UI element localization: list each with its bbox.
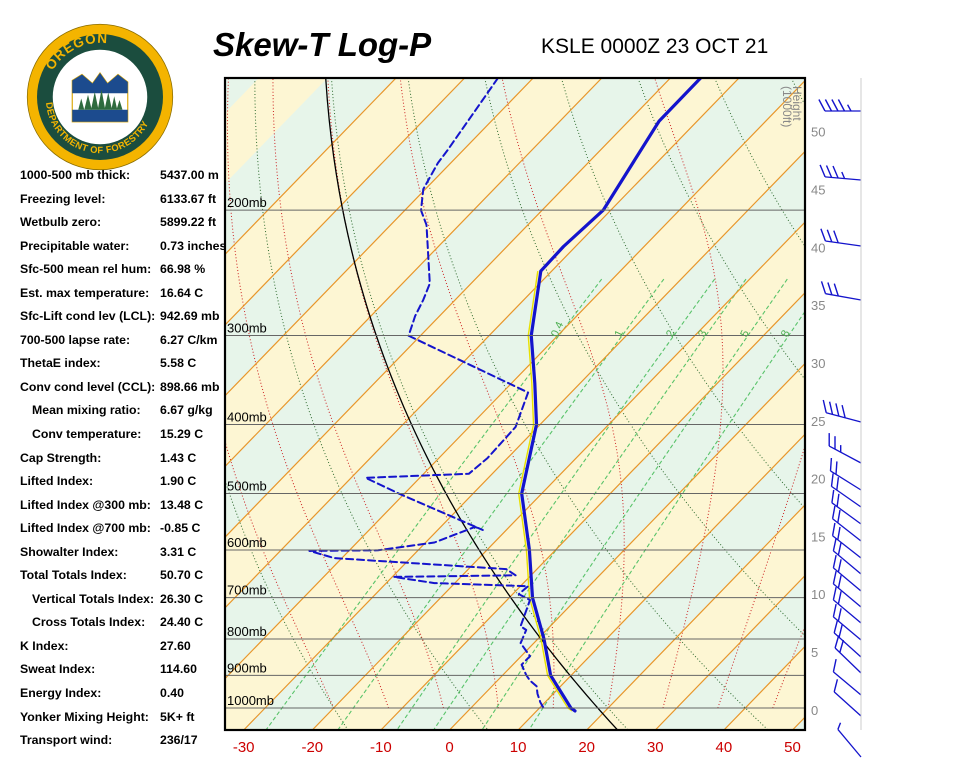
svg-text:-30: -30	[233, 739, 255, 756]
svg-text:20: 20	[811, 472, 825, 487]
svg-text:50: 50	[811, 125, 825, 140]
svg-text:1000mb: 1000mb	[227, 693, 274, 708]
svg-text:5: 5	[811, 645, 818, 660]
svg-text:30: 30	[811, 356, 825, 371]
svg-text:25: 25	[811, 414, 825, 429]
svg-text:800mb: 800mb	[227, 624, 267, 639]
svg-text:300mb: 300mb	[227, 321, 267, 336]
svg-text:0: 0	[811, 703, 818, 718]
svg-text:45: 45	[811, 183, 825, 198]
svg-text:15: 15	[811, 529, 825, 544]
svg-text:700mb: 700mb	[227, 583, 267, 598]
svg-text:500mb: 500mb	[227, 479, 267, 494]
svg-text:-20: -20	[301, 739, 323, 756]
svg-text:40: 40	[811, 240, 825, 255]
svg-text:35: 35	[811, 298, 825, 313]
svg-text:-10: -10	[370, 739, 392, 756]
svg-text:20: 20	[578, 739, 595, 756]
svg-text:400mb: 400mb	[227, 410, 267, 425]
svg-text:200mb: 200mb	[227, 195, 267, 210]
svg-text:0: 0	[445, 739, 453, 756]
svg-text:10: 10	[811, 587, 825, 602]
svg-text:10: 10	[510, 739, 527, 756]
svg-text:30: 30	[647, 739, 664, 756]
svg-text:40: 40	[716, 739, 733, 756]
svg-text:(1000ft): (1000ft)	[780, 86, 794, 127]
svg-text:900mb: 900mb	[227, 660, 267, 675]
svg-text:600mb: 600mb	[227, 535, 267, 550]
svg-text:50: 50	[784, 739, 801, 756]
